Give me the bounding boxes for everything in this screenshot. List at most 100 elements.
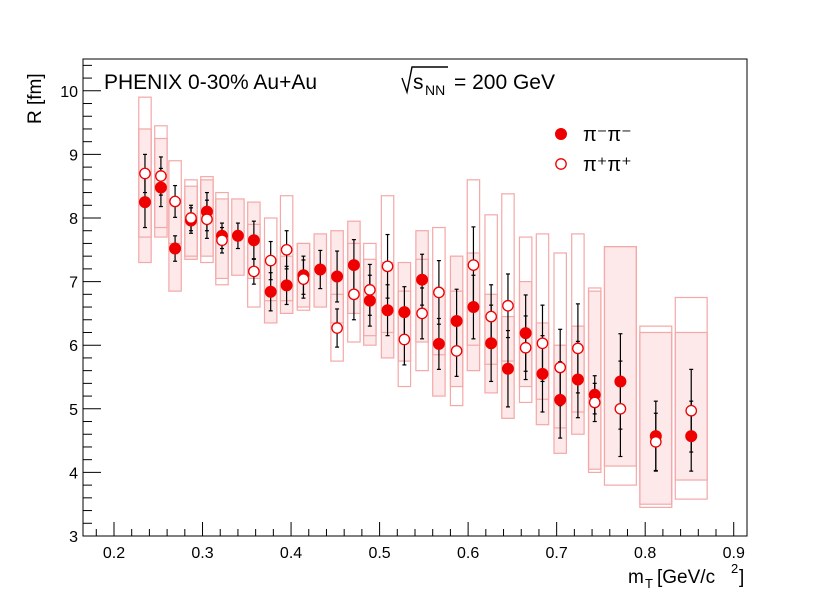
data-point-pi-minus: [519, 327, 532, 340]
data-point-pi-minus: [381, 304, 394, 317]
legend-label-pi-minus: π⁻π⁻: [583, 124, 632, 146]
chart-title: PHENIX 0-30% Au+Au: [104, 71, 317, 94]
x-axis-title-units: [GeV/c: [657, 567, 715, 588]
data-point-pi-plus: [280, 243, 293, 256]
sqrt-symbol: [401, 66, 448, 95]
data-point-pi-minus: [169, 242, 182, 255]
data-point-pi-minus: [347, 259, 360, 272]
data-point-pi-minus: [331, 270, 344, 283]
data-point-pi-plus: [398, 333, 411, 346]
systematic-band: [587, 287, 602, 473]
data-point-pi-plus: [614, 402, 627, 415]
data-point-pi-plus: [416, 307, 428, 320]
y-tick-label: 7: [69, 275, 78, 292]
energy-subscript: NN: [425, 82, 445, 98]
systematic-band: [154, 125, 168, 229]
y-tick-label: 6: [69, 338, 78, 355]
x-axis-title-sub: T: [645, 576, 653, 591]
data-point-pi-plus: [381, 260, 394, 273]
systematic-band: [296, 242, 311, 311]
data-point-pi-minus: [280, 279, 293, 292]
data-point-pi-minus: [154, 181, 167, 194]
data-point-pi-plus: [649, 436, 662, 448]
x-axis-title-m: m: [628, 567, 644, 588]
legend-label-pi-plus: π⁺π⁺: [583, 154, 632, 176]
data-point-pi-minus: [485, 337, 498, 350]
data-point-pi-plus: [467, 259, 480, 271]
data-point-pi-plus: [331, 322, 343, 334]
data-point-pi-minus: [536, 367, 549, 380]
y-tick-label: 5: [69, 402, 78, 419]
legend-marker-open: [555, 158, 567, 170]
data-point-pi-plus: [502, 299, 514, 312]
data-point-pi-plus: [485, 310, 497, 323]
axis-ticks: 0.2 0.3 0.4 0.5 0.6 0.7 0.8 0.9 3 4 5 6 7 8 9 10: [60, 64, 745, 562]
data-point-pi-minus: [264, 285, 277, 298]
data-point-pi-plus: [588, 396, 601, 409]
data-point-pi-plus: [572, 342, 584, 355]
data-point-pi-minus: [450, 315, 463, 328]
y-tick-label: 8: [69, 211, 78, 228]
y-axis-title: R [fm]: [25, 73, 46, 124]
x-tick-label: 0.7: [546, 545, 568, 562]
data-point-pi-minus: [571, 373, 584, 386]
systematic-band: [603, 246, 637, 486]
data-point-pi-plus: [297, 273, 310, 285]
data-point-pi-minus: [231, 229, 244, 242]
data-point-pi-plus: [139, 167, 151, 180]
data-point-pi-plus: [363, 284, 376, 296]
y-tick-label: 3: [69, 529, 78, 546]
data-point-pi-minus: [138, 196, 151, 209]
data-point-pi-minus: [363, 294, 376, 307]
data-point-pi-minus: [501, 362, 514, 375]
data-point-pi-plus: [169, 195, 181, 208]
x-tick-label: 0.5: [368, 545, 390, 562]
x-axis-title: m T [GeV/c 2 ]: [628, 561, 744, 591]
systematic-band: [518, 236, 533, 404]
y-tick-label: 9: [69, 147, 78, 164]
data-point-pi-plus: [519, 341, 532, 354]
data-point-pi-plus: [685, 404, 698, 417]
data-point-pi-minus: [432, 337, 445, 350]
x-tick-label: 0.6: [457, 545, 479, 562]
data-point-pi-plus: [348, 288, 360, 301]
x-tick-label: 0.8: [634, 545, 656, 562]
legend-marker-filled: [555, 128, 567, 140]
energy-value: = 200 GeV: [454, 71, 555, 94]
x-axis-title-close: ]: [739, 567, 744, 588]
data-point-pi-plus: [536, 337, 549, 350]
data-point-pi-plus: [450, 345, 463, 357]
data-point-pi-plus: [264, 254, 277, 267]
data-point-pi-minus: [554, 393, 567, 406]
x-tick-label: 0.9: [723, 545, 745, 562]
systematic-band: [138, 96, 152, 238]
systematic-band: [639, 325, 673, 508]
systematic-band: [363, 242, 377, 337]
data-point-pi-plus: [216, 234, 228, 247]
data-point-pi-plus: [248, 265, 260, 278]
data-point-pi-minus: [614, 375, 627, 388]
data-point-pi-plus: [201, 213, 213, 226]
y-tick-label: 4: [69, 465, 78, 482]
systematic-band: [674, 296, 708, 500]
energy-label: s NN = 200 GeV: [401, 66, 555, 98]
legend: π⁻π⁻ π⁺π⁺: [555, 124, 632, 176]
systematic-band: [200, 176, 214, 264]
systematic-band: [466, 179, 481, 346]
data-point-pi-minus: [467, 301, 480, 314]
data-point-pi-plus: [185, 212, 197, 224]
x-tick-label: 0.2: [103, 545, 125, 562]
systematic-band: [184, 179, 198, 257]
x-tick-label: 0.4: [280, 545, 302, 562]
data-point-pi-minus: [314, 263, 327, 276]
data-point-pi-plus: [433, 286, 445, 299]
x-tick-label: 0.3: [191, 545, 213, 562]
systematic-band: [215, 191, 229, 286]
data-point-pi-plus: [155, 170, 167, 182]
data-markers: [138, 167, 698, 448]
x-axis-title-sup: 2: [731, 561, 738, 576]
data-point-pi-minus: [416, 273, 429, 286]
data-point-pi-minus: [398, 306, 411, 319]
y-tick-label: 10: [60, 84, 78, 101]
